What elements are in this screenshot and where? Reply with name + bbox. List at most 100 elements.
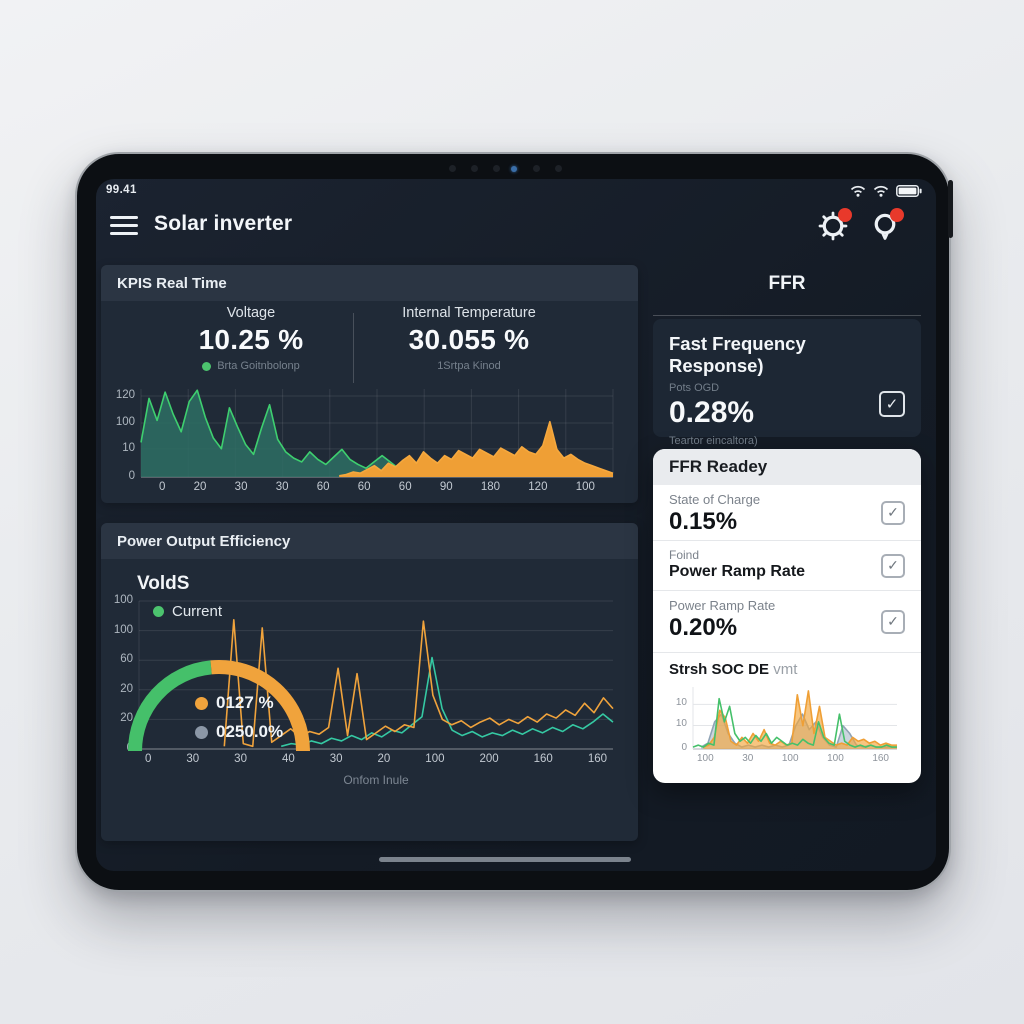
home-indicator[interactable] xyxy=(379,857,631,862)
axis-tick-label: 20 xyxy=(193,481,207,493)
kpi-stats-row: Voltage 10.25 % Brta Goitnbolonp Interna… xyxy=(101,305,638,387)
row-value: 0.15% xyxy=(669,508,738,535)
card-title: Power Output Efficiency xyxy=(101,523,638,559)
ramp-checkbox[interactable]: ✓ xyxy=(881,553,905,578)
app-header: Solar inverter xyxy=(96,201,936,251)
axis-tick-label: 30 xyxy=(742,753,754,764)
stat-value: 10.25 % xyxy=(198,324,304,355)
ready-row-soc: State of Charge 0.15% ✓ xyxy=(653,485,921,541)
axis-tick-label: 60 xyxy=(398,481,412,493)
dashboard-content: KPIS Real Time Voltage 10.25 % Brta Goit… xyxy=(96,251,936,871)
kpi-stat-voltage: Voltage 10.25 % Brta Goitnbolonp xyxy=(146,305,356,372)
card-value: 0.28% xyxy=(669,396,755,429)
sensor-dot xyxy=(493,165,500,172)
efficiency-chart-plot xyxy=(139,601,613,749)
axis-tick-label: 0 xyxy=(128,470,135,482)
axis-tick-label: 100 xyxy=(827,753,844,764)
axis-tick-label: 40 xyxy=(281,753,295,765)
axis-tick-label: 20 xyxy=(120,712,133,725)
tablet-screen: 99.41 xyxy=(96,179,936,871)
axis-tick-label: 160 xyxy=(587,753,607,765)
wifi-icon xyxy=(850,185,866,197)
page-title: Solar inverter xyxy=(154,212,293,235)
efficiency-gauge xyxy=(128,660,310,752)
axis-tick-label: 30 xyxy=(329,753,343,765)
axis-tick-label: 30 xyxy=(275,481,289,493)
stat-value: 30.055 % xyxy=(408,324,530,355)
stat-subtext: 1Srtpa Kinod xyxy=(437,360,501,372)
y-axis-labels: 10 10 0 xyxy=(667,687,691,753)
settings-button[interactable] xyxy=(818,208,852,241)
soc-checkbox[interactable]: ✓ xyxy=(881,500,905,525)
stat-label: Voltage xyxy=(226,305,276,321)
tablet-device: 99.41 xyxy=(75,152,953,892)
axis-tick-label: 120 xyxy=(528,481,548,493)
stat-divider xyxy=(353,313,354,383)
menu-button[interactable] xyxy=(110,216,138,236)
axis-tick-label: 10 xyxy=(675,718,687,730)
sensor-dot xyxy=(555,165,562,172)
axis-tick-label: 30 xyxy=(186,753,200,765)
wifi-icon xyxy=(873,185,889,197)
x-axis-labels: 0 20 30 30 60 60 60 90 180 120 100 xyxy=(159,481,595,493)
axis-tick-label: 100 xyxy=(425,753,445,765)
chart-title: VoldS xyxy=(137,573,190,594)
axis-tick-label: 160 xyxy=(872,753,889,764)
axis-tick-label: 20 xyxy=(377,753,391,765)
card-subtext: Teartor eincaltora) xyxy=(669,435,758,447)
axis-tick-label: 100 xyxy=(113,623,133,636)
axis-tick-label: 60 xyxy=(120,653,133,666)
gauge-legend: 0127 % 0250.0% xyxy=(195,693,283,751)
power-button[interactable] xyxy=(948,180,953,238)
axis-tick-label: 60 xyxy=(316,481,330,493)
divider xyxy=(653,315,921,316)
orange-dot-icon xyxy=(195,696,208,710)
axis-tick-label: 10 xyxy=(122,441,135,454)
notifications-button[interactable] xyxy=(870,208,904,241)
axis-tick-label: 30 xyxy=(234,481,248,493)
gauge-legend-item: 0250.0% xyxy=(195,722,283,742)
sensor-dot xyxy=(449,165,456,172)
ffr-response-card: Fast Frequency Response) Pots OGD 0.28% … xyxy=(653,319,921,447)
panel-title: FFR xyxy=(768,273,806,294)
axis-tick-label: 90 xyxy=(439,481,453,493)
ffr-checkbox[interactable]: ✓ xyxy=(879,391,905,417)
axis-tick-label: 20 xyxy=(120,682,133,695)
row-value: 0.20% xyxy=(669,614,738,641)
stat-subtext: Brta Goitnbolonp xyxy=(146,360,356,372)
axis-tick-label: 160 xyxy=(533,753,553,765)
kpis-chart-plot xyxy=(141,389,613,477)
gray-dot-icon xyxy=(195,725,208,739)
x-axis-labels: 0 30 30 40 30 20 100 200 160 160 xyxy=(145,753,607,765)
ready-row-ramp-rate: Power Ramp Rate 0.20% ✓ xyxy=(653,591,921,653)
camera-lens xyxy=(511,165,517,172)
sensor-dot xyxy=(533,165,540,172)
ffr-ready-card: FFR Readey State of Charge 0.15% ✓ Foind… xyxy=(653,449,921,783)
axis-tick-label: 10 xyxy=(675,697,687,709)
axis-tick-label: 100 xyxy=(115,415,135,428)
row-label: State of Charge xyxy=(669,492,761,507)
ramp-rate-checkbox[interactable]: ✓ xyxy=(881,609,905,634)
soc-mini-chart: 10 10 0 100 30 100 100 160 xyxy=(676,687,897,764)
ready-row-ramp-name: Foind Power Ramp Rate ✓ xyxy=(653,541,921,591)
gauge-legend-item: 0127 % xyxy=(195,693,283,713)
axis-tick-label: 60 xyxy=(357,481,371,493)
kpis-realtime-card: KPIS Real Time Voltage 10.25 % Brta Goit… xyxy=(101,265,638,503)
row-value: Power Ramp Rate xyxy=(669,563,806,580)
y-axis-labels: 120 100 10 0 xyxy=(105,389,139,482)
soc-chart-plot xyxy=(693,687,897,749)
status-bar: 99.41 xyxy=(96,179,936,201)
x-axis-title: Onfom Inule xyxy=(343,773,409,787)
mini-chart-title: Strsh SOC DE vmt xyxy=(669,661,798,678)
kpi-stat-temperature: Internal Temperature 30.055 % 1Srtpa Kin… xyxy=(363,305,575,372)
axis-tick-label: 180 xyxy=(480,481,501,493)
axis-tick-label: 100 xyxy=(113,594,133,606)
axis-tick-label: 100 xyxy=(781,753,799,764)
status-time: 99.41 xyxy=(106,184,137,196)
ffr-panel: FFR Fast Frequency Response) Pots OGD 0.… xyxy=(653,251,921,871)
sensor-dot xyxy=(471,165,478,172)
axis-tick-label: 120 xyxy=(115,389,135,402)
axis-tick-label: 0 xyxy=(159,481,166,493)
stat-label: Internal Temperature xyxy=(402,305,536,321)
